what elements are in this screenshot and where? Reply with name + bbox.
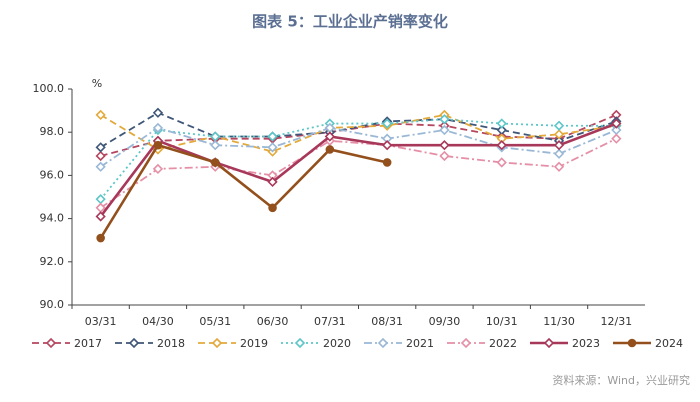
marker [95,161,106,172]
x-tick-label: 05/31 [199,315,231,328]
marker [496,118,507,129]
marker [382,158,392,167]
marker [210,140,221,151]
series-line [100,111,617,149]
series-line [99,118,617,200]
y-axis-label: % [92,77,102,90]
legend-label: 2019 [240,337,268,350]
marker [611,133,622,144]
series-line [99,122,617,218]
marker [267,131,278,142]
x-tick-label: 07/31 [314,315,346,328]
marker [152,122,164,134]
y-tick-label: 100.0 [33,82,65,95]
legend-label: 2021 [406,337,434,350]
series-line [100,137,617,209]
marker [382,140,393,151]
marker [553,120,565,131]
marker [128,337,140,349]
series-line [100,126,617,168]
marker [611,118,622,129]
marker [267,142,278,153]
legend-label: 2017 [74,337,102,350]
marker [268,203,277,213]
x-tick-label: 11/30 [543,315,575,328]
y-tick-label: 96.0 [40,168,65,181]
y-tick-label: 94.0 [40,212,65,225]
series-line [100,113,617,153]
marker [382,118,393,129]
marker [95,194,106,205]
marker [439,124,450,136]
marker [325,145,335,154]
marker [460,337,472,349]
series-line [100,114,617,157]
marker [95,109,106,121]
marker [553,148,565,159]
source-note: 资料来源：Wind，兴业研究 [552,373,690,387]
marker [439,114,450,125]
marker [95,150,106,162]
legend-label: 2022 [489,337,517,350]
x-tick-label: 08/31 [371,315,403,328]
marker [152,163,164,175]
marker [152,107,164,118]
legend-label: 2018 [157,337,185,350]
marker [377,337,389,349]
marker [153,140,163,150]
x-tick-label: 09/30 [429,315,461,328]
marker [496,157,507,168]
x-tick-label: 10/31 [486,315,518,328]
marker [324,131,335,142]
series-line [99,143,388,239]
y-tick-label: 98.0 [40,125,65,138]
marker [553,129,565,140]
legend-label: 2024 [655,337,683,350]
marker [496,140,507,151]
y-tick-label: 90.0 [40,298,65,311]
marker [439,140,450,151]
y-tick-label: 92.0 [40,255,65,268]
x-tick-label: 06/30 [257,315,289,328]
marker [95,211,106,222]
marker [439,150,450,162]
legend-label: 2020 [323,337,351,350]
marker [553,140,565,151]
marker [211,337,223,349]
marker [627,338,637,348]
marker [95,142,106,153]
marker [267,176,278,188]
marker [45,337,57,349]
marker [96,233,105,243]
marker [543,337,555,349]
legend-label: 2023 [572,337,600,350]
x-tick-label: 04/30 [142,315,174,328]
marker [210,158,220,167]
x-tick-label: 12/31 [600,315,632,328]
chart-title: 图表 5：工业企业产销率变化 [252,13,448,31]
x-tick-label: 03/31 [85,315,117,328]
marker [294,337,306,349]
marker [553,161,565,172]
